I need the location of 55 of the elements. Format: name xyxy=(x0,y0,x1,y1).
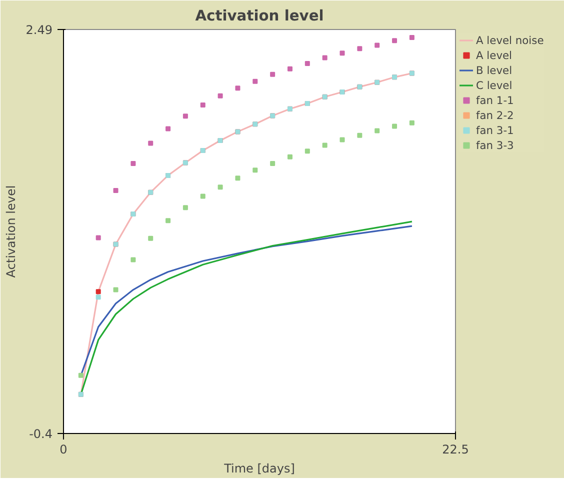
point xyxy=(113,287,118,292)
x-tick-label: 22.5 xyxy=(442,442,469,456)
point xyxy=(96,235,101,240)
point xyxy=(166,218,171,224)
legend-label: B level xyxy=(476,64,512,76)
point xyxy=(96,294,101,300)
point xyxy=(182,205,188,210)
y-tick-label: -0.4 xyxy=(29,427,53,441)
point xyxy=(218,184,223,190)
point xyxy=(374,42,380,48)
point xyxy=(235,176,240,181)
point xyxy=(148,140,154,146)
point xyxy=(340,50,345,56)
point xyxy=(357,46,362,52)
point xyxy=(96,289,101,294)
point xyxy=(218,93,223,98)
point xyxy=(200,102,206,108)
point xyxy=(148,236,154,241)
point xyxy=(357,132,362,138)
y-tick-label: 2.49 xyxy=(26,23,52,37)
point xyxy=(409,34,414,40)
legend-label: A level xyxy=(476,48,512,62)
point xyxy=(340,137,345,142)
x-tick-label: 0 xyxy=(60,442,68,456)
legend-label: C level xyxy=(476,78,512,92)
point xyxy=(270,161,276,166)
point xyxy=(130,161,136,166)
point xyxy=(392,124,398,129)
legend-label: A level noise xyxy=(476,34,544,46)
legend-label: fan 1-1 xyxy=(476,94,514,106)
point xyxy=(252,168,258,173)
x-axis-title: Time [days] xyxy=(223,462,295,476)
point xyxy=(287,66,292,72)
legend-label: fan 3-3 xyxy=(476,138,514,152)
point xyxy=(200,194,206,199)
point xyxy=(322,55,328,60)
point xyxy=(287,154,292,160)
point xyxy=(113,188,118,194)
point xyxy=(374,128,380,134)
point xyxy=(182,114,188,119)
point xyxy=(252,78,258,84)
point xyxy=(235,86,240,91)
point xyxy=(130,257,136,262)
point xyxy=(304,148,310,154)
point xyxy=(78,372,84,378)
point xyxy=(409,120,414,126)
legend-label: fan 3-1 xyxy=(476,124,514,136)
point xyxy=(392,38,398,44)
point xyxy=(322,142,328,148)
y-axis-title: Activation level xyxy=(4,185,18,278)
point xyxy=(304,60,310,66)
point xyxy=(166,126,171,132)
legend-label: fan 2-2 xyxy=(476,108,514,122)
point xyxy=(270,72,276,77)
chart-title: Activation level xyxy=(195,8,324,24)
